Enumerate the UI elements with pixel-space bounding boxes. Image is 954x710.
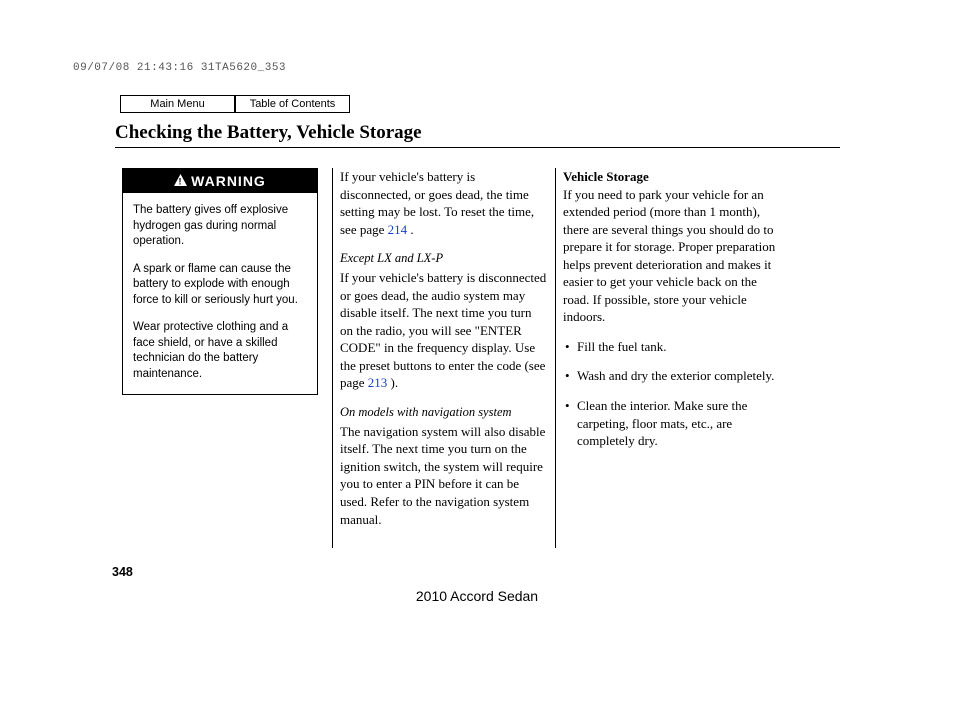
col2-p1a: If your vehicle's battery is disconnecte… <box>340 169 534 237</box>
warning-p1: The battery gives off explosive hydrogen… <box>133 203 307 250</box>
footer-model: 2010 Accord Sedan <box>0 588 954 604</box>
warning-label: WARNING <box>191 173 266 189</box>
col2-p2b: ). <box>387 375 398 390</box>
col2-p1b: . <box>407 222 414 237</box>
page-link-213[interactable]: 213 <box>368 375 388 390</box>
title-underline <box>115 147 840 148</box>
col2-p2: If your vehicle's battery is disconnecte… <box>340 269 547 392</box>
warning-p3: Wear protective clothing and a face shie… <box>133 320 307 382</box>
main-menu-button[interactable]: Main Menu <box>120 95 235 113</box>
col2-p1: If your vehicle's battery is disconnecte… <box>340 168 547 238</box>
warning-box: ! WARNING The battery gives off explosiv… <box>122 168 318 395</box>
page-title: Checking the Battery, Vehicle Storage <box>115 122 422 144</box>
svg-text:!: ! <box>179 176 183 186</box>
bullet-3: Clean the interior. Make sure the carpet… <box>563 397 781 450</box>
page-number: 348 <box>112 565 133 579</box>
col2-subhead-1: Except LX and LX-P <box>340 250 547 267</box>
col2-subhead-2: On models with navigation system <box>340 404 547 421</box>
manual-page: 09/07/08 21:43:16 31TA5620_353 Main Menu… <box>0 0 954 710</box>
nav-button-row: Main Menu Table of Contents <box>120 95 350 113</box>
warning-triangle-icon: ! <box>174 174 187 189</box>
column-1: ! WARNING The battery gives off explosiv… <box>122 168 322 395</box>
bullet-2: Wash and dry the exterior completely. <box>563 367 781 385</box>
storage-bullet-list: Fill the fuel tank. Wash and dry the ext… <box>563 338 781 450</box>
header-timestamp: 09/07/08 21:43:16 31TA5620_353 <box>73 62 286 74</box>
page-link-214[interactable]: 214 <box>388 222 408 237</box>
warning-header: ! WARNING <box>123 169 317 193</box>
col3-p1: Vehicle Storage If you need to park your… <box>563 168 781 326</box>
col2-p3: The navigation system will also disable … <box>340 423 547 528</box>
vehicle-storage-heading: Vehicle Storage <box>563 169 649 184</box>
col3-p1-text: If you need to park your vehicle for an … <box>563 187 775 325</box>
warning-p2: A spark or flame can cause the battery t… <box>133 262 307 309</box>
column-separator-2 <box>555 168 556 548</box>
bullet-1: Fill the fuel tank. <box>563 338 781 356</box>
toc-button[interactable]: Table of Contents <box>235 95 350 113</box>
column-3: Vehicle Storage If you need to park your… <box>563 168 781 462</box>
column-separator-1 <box>332 168 333 548</box>
col2-p2a: If your vehicle's battery is disconnecte… <box>340 270 546 390</box>
column-2: If your vehicle's battery is disconnecte… <box>340 168 547 528</box>
warning-body: The battery gives off explosive hydrogen… <box>123 193 317 394</box>
